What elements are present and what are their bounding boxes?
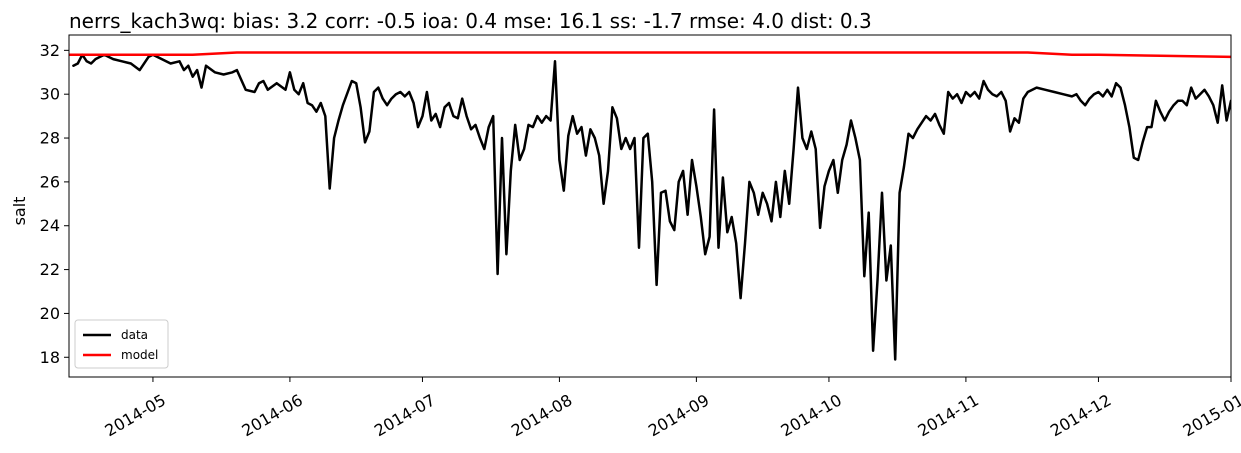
y-tick-label: 22 (40, 260, 60, 279)
y-tick-label: 18 (40, 348, 60, 367)
x-tick-label: 2014-06 (239, 390, 306, 440)
chart-title: nerrs_kach3wq: bias: 3.2 corr: -0.5 ioa:… (69, 9, 872, 33)
x-tick-label: 2015-01 (1180, 390, 1241, 440)
series-layer (69, 51, 1231, 361)
x-tick-label: 2014-05 (102, 390, 169, 440)
y-tick-label: 28 (40, 129, 60, 148)
series-line-model (69, 51, 1231, 59)
y-axis: 18 20 22 24 26 28 30 32 (40, 41, 69, 367)
legend: data model (74, 319, 169, 369)
x-axis: 2014-05 2014-06 2014-07 2014-08 2014-09 2014-… (102, 377, 1241, 440)
x-tick-label: 2014-09 (645, 390, 712, 440)
x-tick-label: 2014-12 (1047, 390, 1114, 440)
legend-label-model: model (121, 348, 158, 362)
plot-frame (68, 34, 1232, 378)
series-line-data (72, 53, 1231, 361)
y-tick-label: 32 (40, 41, 60, 60)
x-tick-label: 2014-07 (371, 390, 438, 440)
y-tick-label: 24 (40, 216, 60, 235)
y-tick-label: 30 (40, 85, 60, 104)
x-tick-label: 2014-11 (915, 390, 982, 440)
y-axis-label: salt (10, 197, 29, 226)
x-tick-label: 2014-10 (778, 390, 845, 440)
x-tick-label: 2014-08 (508, 390, 575, 440)
legend-label-data: data (121, 328, 148, 342)
y-tick-label: 26 (40, 172, 60, 191)
y-tick-label: 20 (40, 304, 60, 323)
